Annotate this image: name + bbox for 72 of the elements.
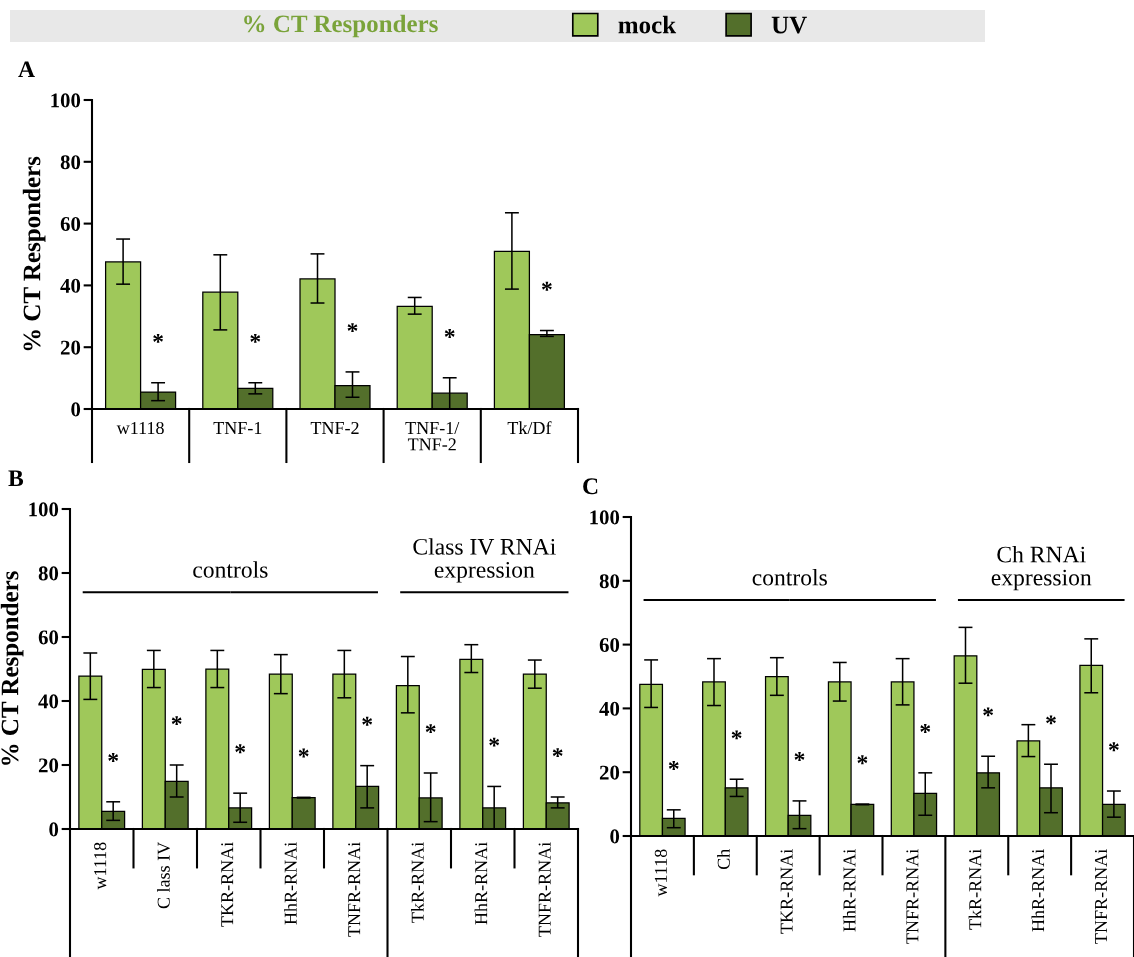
annotation: *: [552, 748, 563, 758]
y-tick-label: 100: [29, 502, 59, 517]
x-tick-label: TNF-1/ TNF-2: [405, 421, 460, 451]
annotation: *: [920, 724, 931, 733]
x-tick-label: TNFR-RNAi: [538, 842, 551, 937]
x-tick-label: HhR-RNAi: [284, 842, 297, 925]
x-tick-label: HhR-RNAi: [1031, 849, 1045, 932]
y-tick-label: 40: [60, 278, 81, 293]
x-tick-label: TNFR-RNAi: [348, 842, 361, 937]
y-tick-label: 0: [71, 402, 81, 417]
annotation: *: [857, 755, 868, 765]
x-tick-label: TkR-RNAi: [968, 849, 982, 930]
y-tick-label: 20: [599, 765, 620, 780]
y-tick-label: 40: [38, 694, 59, 709]
y-tick-label: 60: [38, 630, 59, 645]
annotation: Ch RNAi expression: [991, 545, 1092, 591]
annotation: *: [298, 748, 309, 758]
x-tick-label: HhR-RNAi: [474, 842, 488, 925]
annotation: controls: [193, 561, 268, 578]
annotation: *: [489, 737, 500, 747]
y-axis-title: % CT Responders: [22, 156, 46, 351]
y-tick-label: 20: [60, 340, 81, 355]
annotation: *: [425, 724, 436, 734]
annotation: *: [668, 761, 679, 770]
annotation: *: [347, 323, 358, 333]
legend-title: % CT Responders: [244, 14, 438, 38]
x-tick-label: TNFR-RNAi: [906, 849, 919, 944]
x-tick-label: TNFR-RNAi: [1094, 849, 1107, 944]
x-tick-label: w1118: [654, 849, 667, 897]
y-tick-label: 100: [590, 510, 620, 525]
y-tick-label: 80: [60, 155, 81, 170]
annotation: Class IV RNAi expression: [413, 538, 556, 583]
chart-title: C: [583, 478, 598, 495]
x-tick-label: TkR-RNAi: [411, 842, 424, 923]
x-tick-label: w1118: [116, 421, 164, 435]
x-tick-label: TNF-1: [213, 421, 262, 434]
chart-title: A: [18, 61, 35, 77]
x-tick-label: TNF-2: [310, 421, 359, 434]
annotation: *: [1046, 715, 1056, 725]
annotation: *: [541, 281, 552, 291]
y-tick-label: 0: [49, 822, 59, 837]
annotation: *: [362, 716, 373, 726]
annotation: *: [235, 744, 246, 754]
x-tick-label: TKR-RNAi: [221, 842, 234, 927]
x-tick-label: C lass IV: [157, 842, 170, 909]
annotation: *: [444, 329, 455, 338]
y-tick-label: 80: [599, 574, 620, 589]
y-tick-label: 40: [599, 701, 620, 716]
y-tick-label: 60: [599, 637, 620, 653]
x-tick-label: w1118: [94, 842, 107, 890]
annotation: *: [153, 333, 164, 343]
annotation: *: [171, 716, 182, 726]
annotation: *: [1108, 742, 1119, 752]
y-tick-label: 0: [610, 829, 620, 844]
y-tick-label: 20: [38, 758, 59, 773]
y-axis-title: % CT Responders: [0, 571, 24, 765]
x-tick-label: Tk/Df: [507, 421, 552, 435]
y-tick-label: 100: [51, 93, 81, 108]
y-tick-label: 80: [38, 566, 59, 581]
annotation: *: [108, 753, 119, 762]
x-tick-label: Ch: [717, 849, 730, 870]
legend-label: UV: [771, 16, 807, 34]
annotation: controls: [752, 568, 827, 586]
y-tick-label: 60: [60, 216, 81, 232]
annotation: *: [983, 707, 994, 717]
annotation: *: [250, 333, 261, 343]
annotation: *: [731, 730, 742, 740]
chart-title: B: [8, 470, 24, 487]
x-tick-label: HhR-RNAi: [842, 849, 856, 932]
annotation: *: [794, 752, 805, 762]
x-tick-label: TKR-RNAi: [780, 849, 793, 934]
legend-label: mock: [618, 15, 677, 34]
